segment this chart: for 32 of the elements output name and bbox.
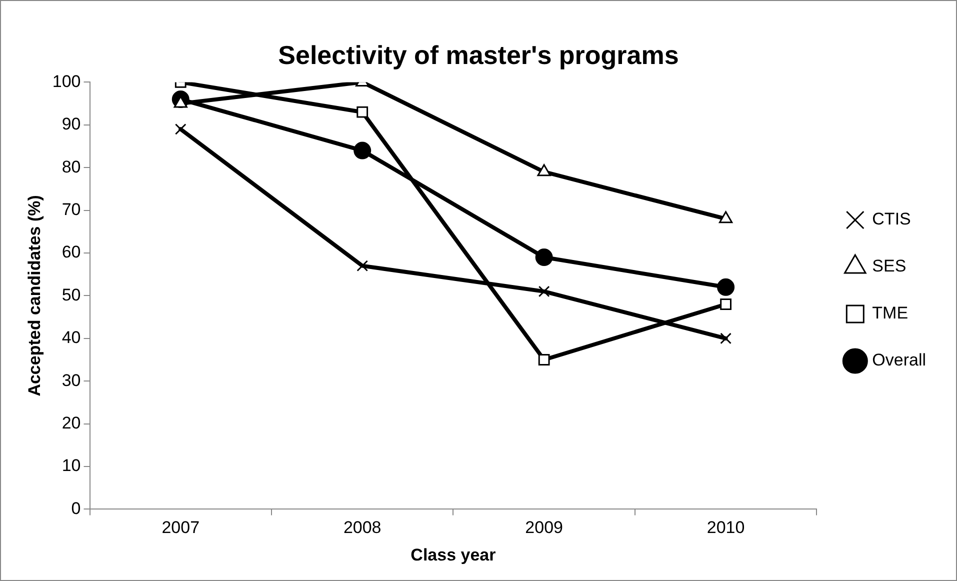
y-tick-label: 10: [62, 456, 81, 476]
chart-title: Selectivity of master's programs: [278, 40, 679, 70]
y-tick-label: 90: [62, 114, 81, 134]
legend-label: CTIS: [872, 210, 911, 229]
y-tick-label: 30: [62, 370, 81, 390]
x-tick-label: 2009: [525, 518, 563, 538]
legend-label: TME: [872, 304, 908, 323]
y-tick-label: 100: [52, 72, 81, 91]
point: [354, 142, 372, 160]
y-tick-label: 20: [62, 413, 81, 432]
y-axis-title: Accepted candidates (%): [24, 195, 44, 396]
x-tick-label: 2010: [706, 518, 745, 538]
x-tick-label: 2008: [343, 518, 382, 538]
point: [720, 298, 732, 310]
y-tick-label: 60: [62, 242, 81, 262]
y-tick-label: 50: [62, 285, 81, 304]
point: [174, 123, 186, 135]
x-tick-label: 2007: [162, 518, 200, 538]
y-tick-label: 70: [62, 200, 81, 219]
point: [356, 106, 368, 118]
point: [535, 248, 553, 266]
legend-label: SES: [872, 256, 906, 276]
legend-label: Overall: [872, 350, 926, 370]
y-tick-label: 40: [62, 328, 81, 348]
point: [717, 278, 735, 296]
point: [356, 260, 368, 272]
point: [720, 332, 732, 344]
y-tick-label: 80: [62, 157, 81, 176]
y-tick-label: 0: [71, 498, 81, 518]
point: [538, 354, 550, 366]
point: [538, 286, 550, 298]
x-axis-title: Class year: [410, 545, 496, 564]
